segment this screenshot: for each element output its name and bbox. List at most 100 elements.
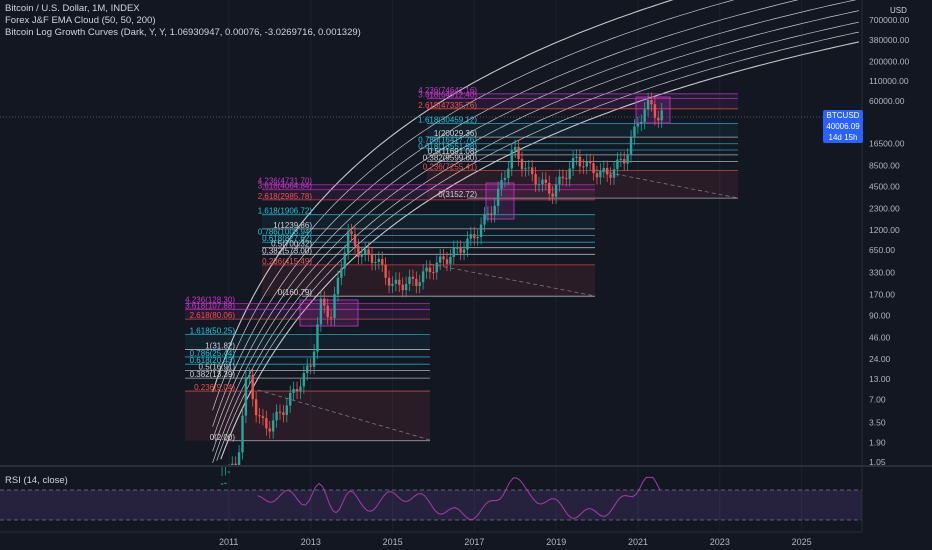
candle-body (418, 282, 421, 286)
fib-label: 0.5(16.91) (199, 362, 236, 371)
currency-label[interactable]: USD (890, 6, 907, 15)
price-axis-label: 13.00 (869, 374, 891, 384)
candle-body (503, 177, 507, 181)
candle-body (254, 399, 258, 416)
candle-body (469, 234, 473, 239)
log-curves-legend[interactable]: Bitcoin Log Growth Curves (Dark, Y, Y, 1… (5, 27, 361, 38)
candle-body (268, 428, 271, 432)
candle-body (527, 167, 530, 169)
candle-body (541, 179, 544, 185)
growth-curve (212, 21, 859, 464)
candle-body (220, 483, 224, 485)
price-axis-label: 4500.00 (869, 181, 900, 191)
candle-body (626, 155, 629, 164)
candle-body (319, 298, 323, 325)
candle-body (394, 279, 398, 284)
candle-body (231, 463, 234, 465)
fib-label: 1.618(1906.72) (258, 207, 313, 216)
candle-body (435, 262, 438, 273)
price-tag-price: 40006.09 (826, 122, 860, 131)
candle-body (565, 178, 568, 180)
price-tag-symbol: BTCUSD (826, 111, 860, 120)
candle-body (612, 169, 616, 178)
candle-body (558, 176, 561, 185)
candle-body (599, 170, 602, 178)
fib-zone-teal (427, 123, 738, 138)
fib-label: 4.236(4731.70) (258, 177, 313, 186)
fib-label: 0.618(13551.98) (418, 142, 477, 151)
candle-body (462, 249, 466, 253)
candle-body (520, 159, 524, 170)
candle-body (415, 278, 418, 286)
fib-label: 3.618(107.88) (185, 301, 235, 310)
fib-label: 0.618(20.43) (190, 356, 236, 365)
price-axis-label: 110000.00 (869, 76, 909, 86)
fib-fill-layer (185, 93, 738, 441)
time-axis-label: 2017 (464, 537, 484, 547)
candle-body (350, 231, 353, 235)
price-axis-label: 60000.00 (869, 96, 905, 106)
fib-zone-magenta (185, 303, 430, 320)
growth-curve (212, 0, 735, 411)
candle-body (456, 247, 459, 249)
growth-curve (216, 31, 859, 461)
candle-body (650, 99, 653, 105)
fib-zone-teal (262, 214, 595, 229)
candle-body (387, 277, 391, 286)
rsi-legend[interactable]: RSI (14, close) (5, 475, 68, 486)
price-axis-label: 200000.00 (869, 56, 909, 66)
candle-body (459, 247, 462, 253)
price-axis-label: 7.00 (869, 394, 886, 404)
candle-body (299, 386, 302, 392)
candle-body (302, 373, 306, 387)
growth-curve (220, 41, 860, 460)
ema-cloud-legend[interactable]: Forex J&F EMA Cloud (50, 50, 200) (5, 15, 156, 26)
price-axis-label: 330.00 (869, 267, 895, 277)
candle-body (496, 188, 500, 206)
candle-body (479, 224, 483, 238)
candle-body (329, 317, 333, 319)
candle-body (357, 245, 360, 257)
candle-body (336, 277, 340, 295)
candle-body (244, 377, 248, 416)
candle-body (432, 272, 435, 274)
fib-label: 1(31.82) (205, 342, 235, 351)
candle-body (398, 279, 401, 285)
candle-body (500, 180, 503, 189)
fib-label: 1.618(50.25) (190, 327, 236, 336)
growth-curve (212, 10, 859, 452)
grid-layer (228, 0, 803, 532)
rsi-pane: 75.0025.00 (0, 476, 891, 525)
candle-body (449, 256, 452, 264)
fib-label: 2.618(47335.76) (418, 101, 477, 110)
fib-levels: 4.236(128.30)3.618(107.88)2.618(80.06) 1.… (185, 86, 739, 442)
candle-body (633, 126, 636, 138)
candle-body (401, 284, 404, 291)
candle-body (271, 420, 275, 432)
candle-body (312, 351, 316, 367)
price-axis-label: 170.00 (869, 289, 895, 299)
candle-body (493, 205, 496, 216)
symbol-title[interactable]: Bitcoin / U.S. Dollar, 1M, INDEX (5, 3, 140, 14)
price-axis-label: 380000.00 (869, 35, 909, 45)
candle-body (370, 254, 374, 264)
candle-body (643, 109, 646, 122)
candle-body (551, 193, 554, 197)
price-axis-label: 90.00 (869, 310, 891, 320)
fib-label: 0.786(25.44) (190, 349, 236, 358)
candle-body (391, 283, 394, 286)
candle-body (585, 161, 588, 167)
candle-body (616, 159, 619, 170)
projection-line (429, 263, 596, 297)
candle-body (602, 167, 605, 171)
fib-label: 0(3152.72) (438, 190, 477, 199)
candle-body (636, 123, 640, 127)
time-axis-label: 2019 (546, 537, 566, 547)
fib-zone-red (262, 264, 595, 297)
candle-body (534, 174, 537, 185)
price-axis-label: 46.00 (869, 332, 891, 342)
candle-body (619, 158, 623, 160)
candle-body (575, 156, 578, 158)
